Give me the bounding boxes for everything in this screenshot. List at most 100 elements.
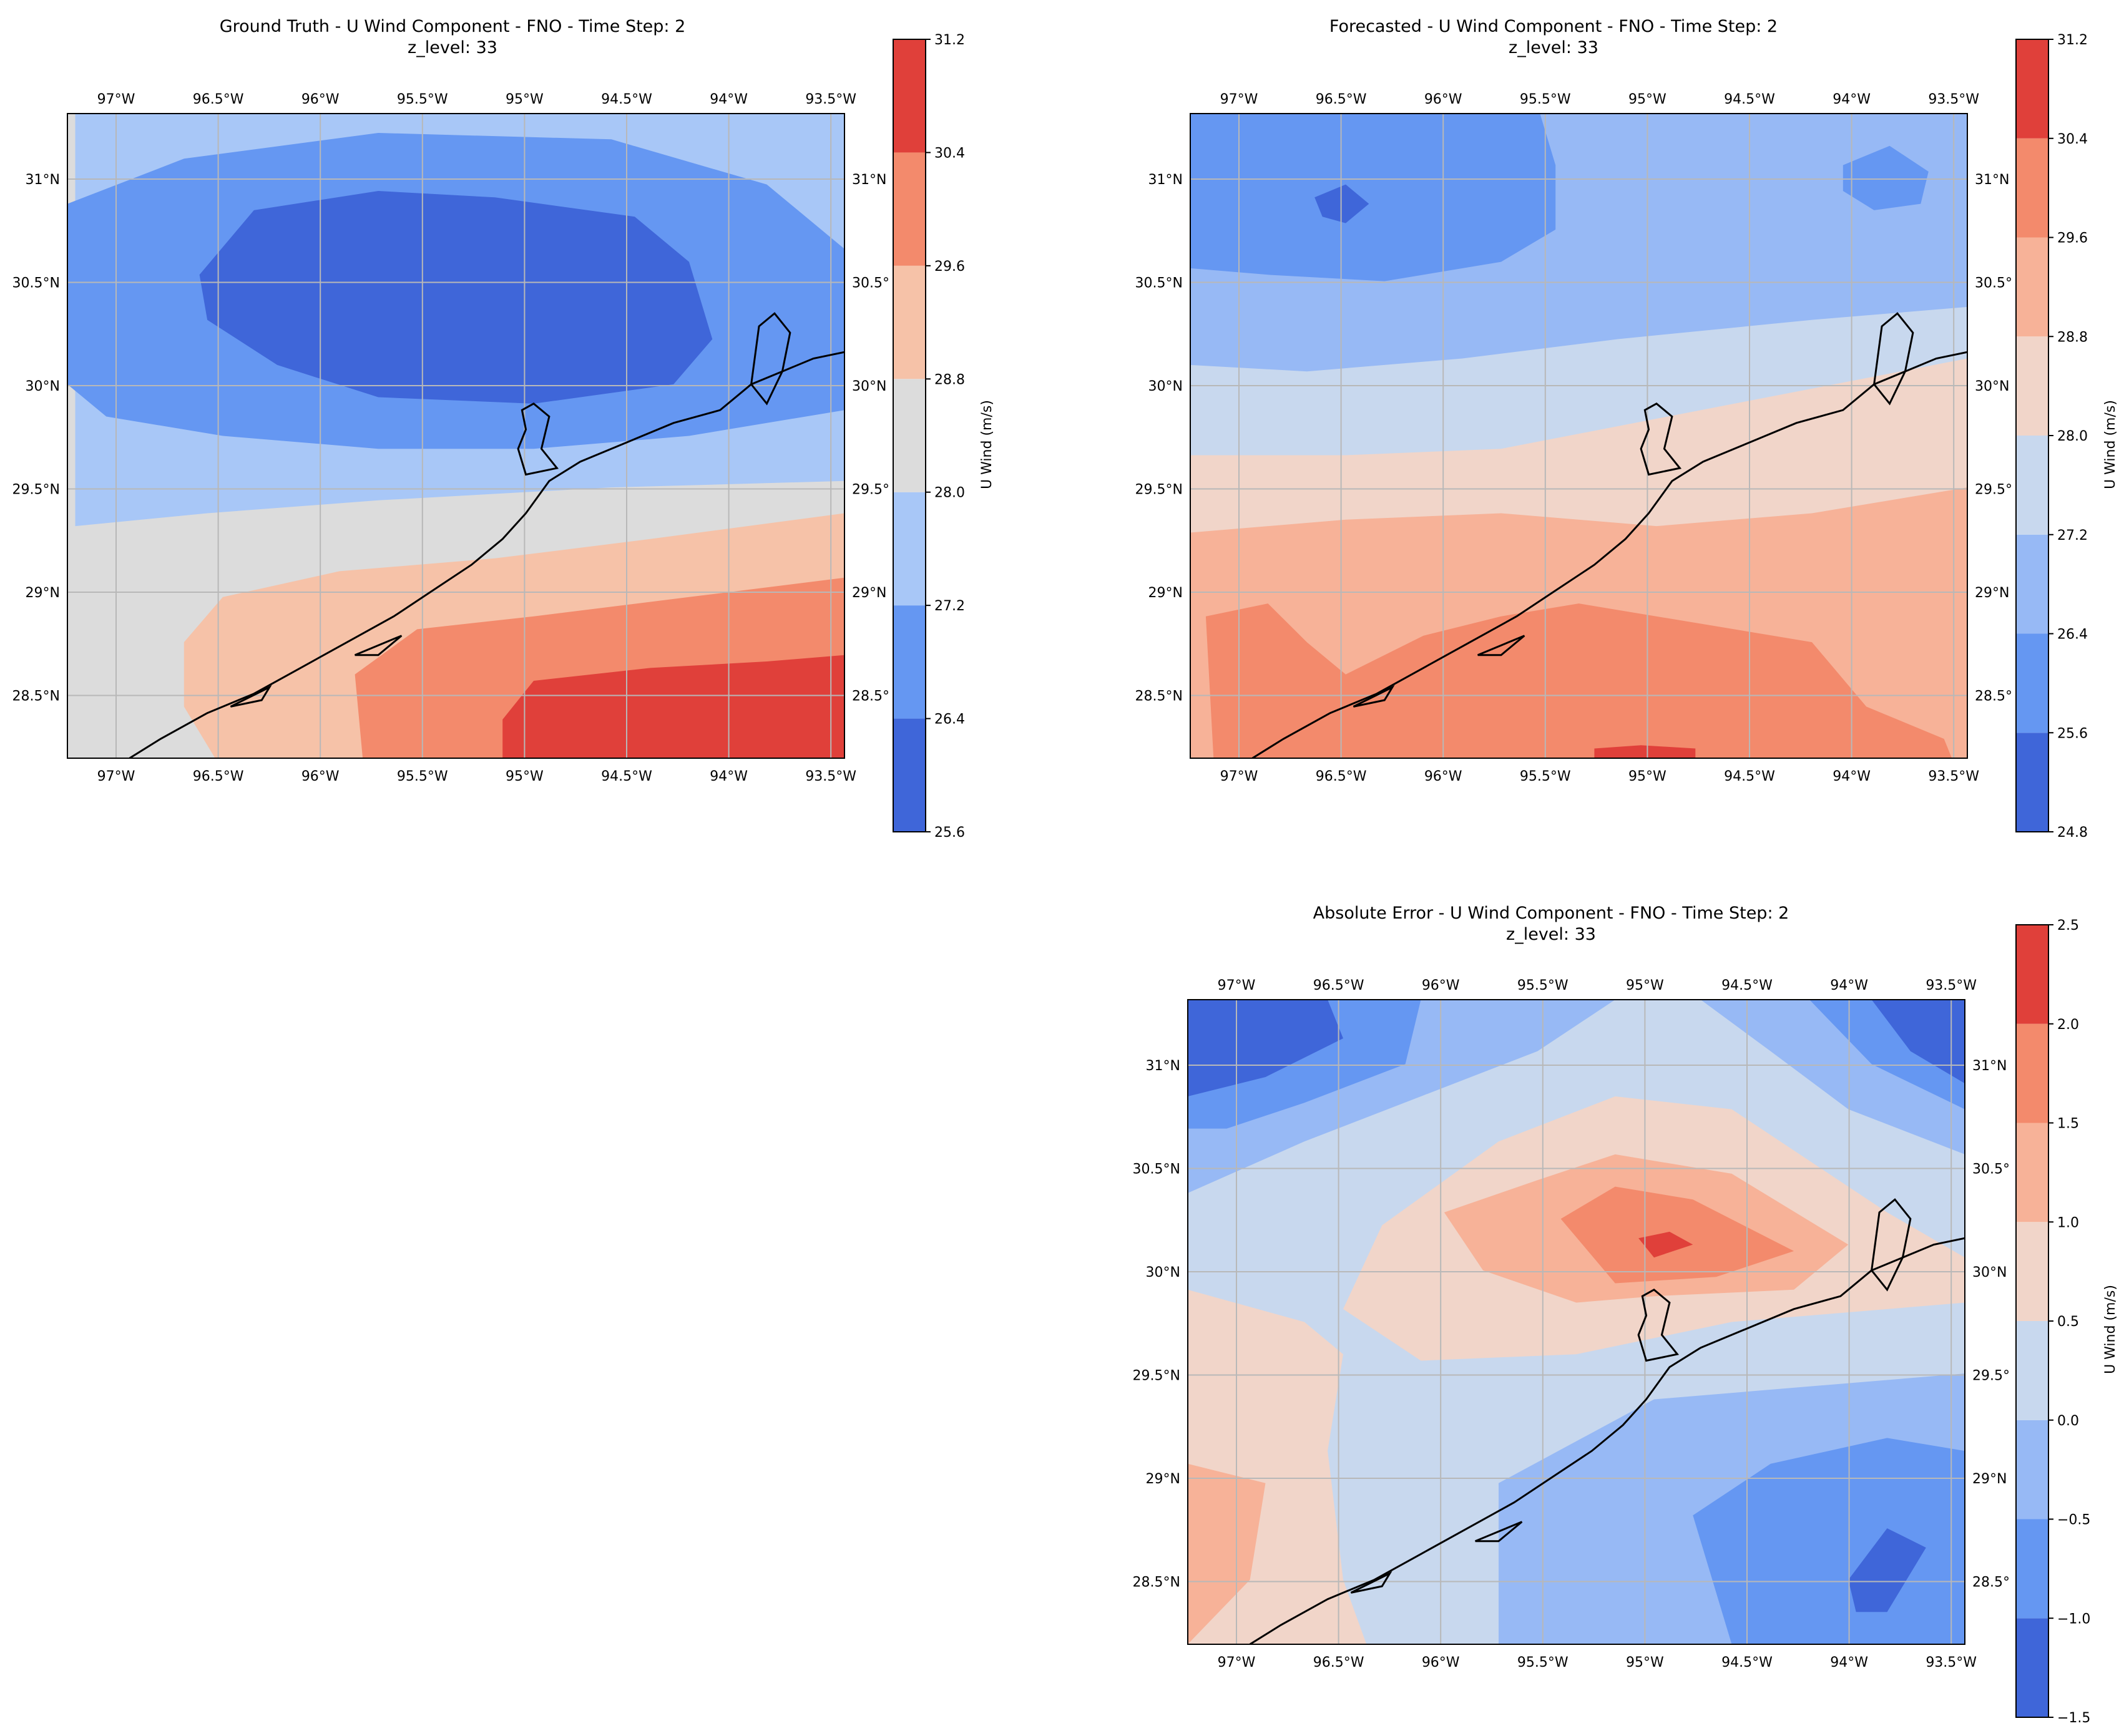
lon-label-bottom: 95°W	[1628, 769, 1666, 784]
lon-label-top: 95°W	[1626, 978, 1664, 993]
coastline	[1641, 404, 1680, 475]
colorbar-tick-label: 31.2	[2057, 32, 2088, 48]
lon-label-bottom: 94°W	[1833, 769, 1871, 784]
lat-label-right: 31°N	[1975, 172, 2009, 188]
colorbar-segment	[2016, 1123, 2048, 1222]
colorbar-tick-label: 1.0	[2057, 1215, 2079, 1231]
map-panel-forecast: 97°W 97°W 96.5°W 96.5°W 96°W 96°W 95.5°W 95.5°W…	[1135, 32, 2088, 841]
lon-label-top: 97°W	[1218, 978, 1256, 993]
colorbar-segment	[2016, 1519, 2048, 1619]
colorbar-segment	[893, 39, 926, 153]
lat-label-left: 30°N	[1146, 1265, 1180, 1280]
colorbar-segment	[2016, 733, 2048, 832]
lon-label-bottom: 96°W	[301, 769, 340, 784]
lat-label-left: 29°N	[1148, 585, 1183, 601]
colorbar-segment	[2016, 925, 2048, 1024]
lon-label-top: 95.5°W	[1517, 978, 1569, 993]
title-line1: Ground Truth - U Wind Component - FNO - …	[219, 17, 686, 36]
coastline	[1253, 352, 1967, 758]
contour-region	[1188, 1000, 1343, 1096]
contour-fill-group	[1190, 114, 1967, 758]
lon-label-bottom: 94°W	[710, 769, 748, 784]
colorbar-segment	[2016, 1222, 2048, 1321]
colorbar-segment	[2016, 1618, 2048, 1717]
lon-label-top: 94°W	[1833, 92, 1871, 107]
lat-label-left: 29.5°N	[1133, 1368, 1180, 1384]
lon-label-bottom: 93.5°W	[805, 769, 856, 784]
lon-label-bottom: 93.5°W	[1926, 1655, 1977, 1670]
colorbar-tick-label: 25.6	[934, 825, 965, 841]
lon-label-top: 97°W	[97, 92, 135, 107]
lon-label-bottom: 97°W	[97, 769, 135, 784]
coastline	[1638, 1290, 1677, 1361]
colorbar-ground_truth: 25.6 26.4 27.2 28.0 28.8 29.6 30.4 31.2	[893, 32, 965, 841]
colorbar-tick-label: −1.0	[2057, 1611, 2090, 1627]
colorbar-segment	[893, 718, 926, 832]
coastline	[130, 352, 844, 758]
title-line2: z_level: 33	[1509, 38, 1598, 57]
colorbar-segment	[2016, 1420, 2048, 1519]
colorbar-tick-label: 30.4	[934, 145, 965, 161]
colorbar-tick-label: 0.0	[2057, 1413, 2079, 1429]
lat-label-right: 30.5°	[852, 276, 889, 291]
colorbar-tick-label: −0.5	[2057, 1513, 2090, 1528]
lat-label-left: 29°N	[1146, 1471, 1180, 1487]
coastline	[1874, 313, 1913, 404]
lat-label-right: 29.5°	[1972, 1368, 2010, 1384]
lon-label-top: 93.5°W	[1926, 978, 1977, 993]
contour-region	[1638, 1231, 1693, 1258]
lon-label-top: 95.5°W	[1520, 92, 1571, 107]
contour-region	[1843, 145, 1929, 210]
lon-label-top: 96.5°W	[193, 92, 244, 107]
lon-label-top: 97°W	[1220, 92, 1258, 107]
coastline	[1351, 1522, 1522, 1593]
lon-label-top: 95°W	[506, 92, 544, 107]
lat-label-right: 31°N	[852, 172, 886, 188]
lat-label-left: 29°N	[26, 585, 60, 601]
coastline-group	[1250, 1199, 1965, 1644]
contour-region	[1188, 1463, 1266, 1644]
map-frame	[1190, 113, 1968, 759]
lat-label-right: 29°N	[1975, 585, 2009, 601]
lon-label-top: 93.5°W	[805, 92, 856, 107]
lon-label-top: 96°W	[1424, 92, 1462, 107]
lon-label-bottom: 94.5°W	[1721, 1655, 1773, 1670]
lon-label-bottom: 95.5°W	[1520, 769, 1571, 784]
colorbar-forecast: 24.8 25.6 26.4 27.2 28.0 28.8 29.6 30.4 31.2	[2015, 32, 2088, 841]
colorbar-tick-label: 29.6	[934, 259, 965, 275]
lat-label-left: 29.5°N	[12, 482, 60, 498]
colorbar-tick-label: 26.4	[2057, 627, 2088, 643]
colorbar-segment	[893, 379, 926, 492]
colorbar-tick-label: 27.2	[934, 598, 965, 614]
colorbar-tick-label: 26.4	[934, 712, 965, 728]
lon-label-top: 94.5°W	[1721, 978, 1773, 993]
colorbar-segment	[2016, 237, 2048, 337]
lon-label-bottom: 94°W	[1830, 1655, 1868, 1670]
coastline	[1872, 1199, 1911, 1290]
lat-label-left: 28.5°N	[12, 689, 60, 705]
contour-region	[502, 655, 844, 758]
lat-label-right: 30°N	[1975, 379, 2009, 394]
colorbar-frame	[893, 39, 926, 832]
colorbar-segment	[893, 265, 926, 379]
lat-label-right: 30°N	[852, 379, 886, 394]
contour-region	[1190, 114, 1556, 281]
lon-label-bottom: 97°W	[1218, 1655, 1256, 1670]
contour-region	[1594, 745, 1696, 758]
lon-label-bottom: 97°W	[1220, 769, 1258, 784]
lon-label-top: 96°W	[301, 92, 340, 107]
title-line2: z_level: 33	[1506, 925, 1596, 944]
contour-fill-group	[67, 114, 844, 758]
lat-label-right: 30.5°	[1972, 1162, 2010, 1178]
lon-label-bottom: 95°W	[506, 769, 544, 784]
coastline-group	[130, 313, 844, 758]
colorbar-segment	[2016, 336, 2048, 436]
colorbar-segment	[893, 605, 926, 719]
lat-label-right: 28.5°	[1975, 689, 2012, 705]
lat-label-left: 30°N	[26, 379, 60, 394]
coastline	[1250, 1238, 1965, 1644]
coastline	[518, 404, 557, 475]
lat-label-right: 28.5°	[852, 689, 889, 705]
